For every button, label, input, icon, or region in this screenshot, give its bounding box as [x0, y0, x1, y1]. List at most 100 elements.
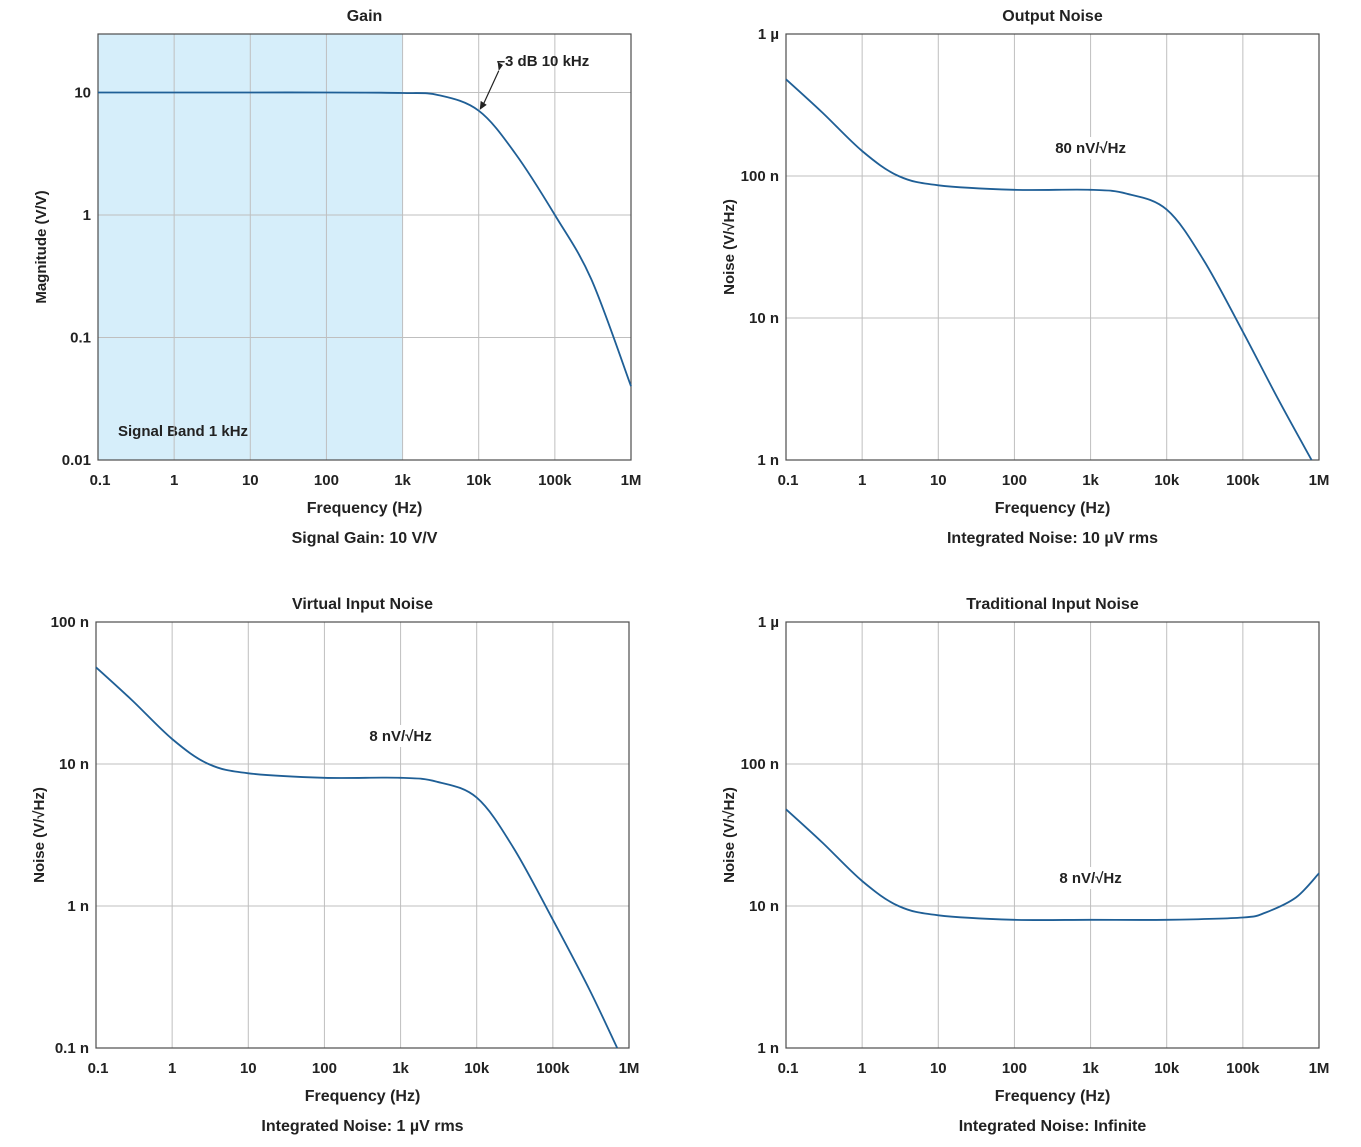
output-noise-x-tick-5: 10k: [1154, 472, 1180, 489]
virtual-input-noise-plot-frame: [95, 621, 630, 1049]
output-noise-caption: Integrated Noise: 10 µV rms: [947, 530, 1158, 547]
traditional-input-noise-x-tick-labels: 0.1 1 10 100 1k 10k 100k 1M: [778, 1060, 1330, 1077]
gain-x-tick-5: 10k: [466, 472, 492, 489]
output-noise-series-line: [785, 78, 1313, 461]
virtual-input-noise-series-line: [95, 666, 619, 1049]
output-noise-y-tick-0: 1 n: [757, 452, 779, 469]
traditional-input-noise-annotation-layer: 8 nV/√Hz: [1046, 866, 1135, 889]
output-noise-grid: [785, 33, 1320, 461]
output-noise-y-axis-label: Noise (V/√Hz): [721, 199, 738, 295]
traditional-input-noise-y-axis-label: Noise (V/√Hz): [721, 787, 738, 883]
gain-y-tick-labels: 0.01 0.1 1 10: [62, 84, 91, 469]
gain-y-tick-0: 0.01: [62, 452, 91, 469]
output-noise-x-tick-labels: 0.1 1 10 100 1k 10k 100k 1M: [778, 472, 1330, 489]
gain-x-tick-3: 100: [314, 472, 339, 489]
output-noise-x-tick-0: 0.1: [778, 472, 799, 489]
virtual-input-noise-grid: [95, 621, 630, 1049]
output-noise-x-tick-3: 100: [1002, 472, 1027, 489]
traditional-input-noise-y-tick-2: 100 n: [741, 756, 779, 773]
gain-x-tick-7: 1M: [621, 472, 642, 489]
traditional-input-noise-y-tick-labels: 1 n 10 n 100 n 1 µ: [741, 614, 779, 1057]
gain-x-tick-0: 0.1: [90, 472, 111, 489]
gain-chart-title: Gain: [347, 8, 383, 25]
virtual-input-noise-x-tick-labels: 0.1 1 10 100 1k 10k 100k 1M: [88, 1060, 640, 1077]
traditional-input-noise-x-tick-6: 100k: [1226, 1060, 1260, 1077]
gain-x-axis-label: Frequency (Hz): [307, 500, 423, 517]
virtual-input-noise-annotation-bg-0: [356, 724, 445, 747]
traditional-input-noise-caption: Integrated Noise: Infinite: [959, 1118, 1147, 1135]
virtual-input-noise-x-tick-0: 0.1: [88, 1060, 109, 1077]
output-noise-y-tick-labels: 1 n 10 n 100 n 1 µ: [741, 26, 779, 469]
traditional-input-noise-x-axis-label: Frequency (Hz): [995, 1088, 1111, 1105]
virtual-input-noise-y-tick-labels: 0.1 n 1 n 10 n 100 n: [51, 614, 89, 1057]
output-noise-curve-layer: [785, 78, 1313, 461]
virtual-input-noise-y-tick-1: 1 n: [67, 898, 89, 915]
virtual-input-noise-y-tick-0: 0.1 n: [55, 1040, 89, 1057]
virtual-input-noise-x-tick-3: 100: [312, 1060, 337, 1077]
output-noise-chart-title: Output Noise: [1002, 8, 1103, 25]
panel-gain: Signal Band 1 kHz –3 dB 10 kHz 0.1 1 10 100…: [33, 8, 641, 547]
traditional-input-noise-grid: [785, 621, 1320, 1049]
traditional-input-noise-y-tick-1: 10 n: [749, 898, 779, 915]
traditional-input-noise-annotation-bg-0: [1046, 866, 1135, 889]
virtual-input-noise-caption: Integrated Noise: 1 µV rms: [261, 1118, 463, 1135]
traditional-input-noise-plot-frame: [785, 621, 1320, 1049]
virtual-input-noise-x-tick-1: 1: [168, 1060, 176, 1077]
virtual-input-noise-x-tick-2: 10: [240, 1060, 257, 1077]
gain-x-tick-2: 10: [242, 472, 259, 489]
gain-y-tick-1: 0.1: [70, 329, 91, 346]
gain-curve-layer: [97, 91, 632, 387]
gain-series-line: [97, 91, 632, 387]
output-noise-y-tick-3: 1 µ: [758, 26, 779, 43]
panel-virtual-input-noise: 8 nV/√Hz 0.1 1 10 100 1k 10k 100k 1M 0.1 n 1 n 10…: [31, 596, 639, 1135]
gain-x-tick-labels: 0.1 1 10 100 1k 10k 100k 1M: [90, 472, 642, 489]
traditional-input-noise-chart-title: Traditional Input Noise: [966, 596, 1139, 613]
gain-x-tick-4: 1k: [394, 472, 411, 489]
output-noise-y-tick-2: 100 n: [741, 168, 779, 185]
virtual-input-noise-y-tick-2: 10 n: [59, 756, 89, 773]
gain-x-tick-1: 1: [170, 472, 178, 489]
output-noise-annotation-bg-0: [1042, 136, 1140, 159]
traditional-input-noise-y-tick-0: 1 n: [757, 1040, 779, 1057]
panel-traditional-input-noise: 8 nV/√Hz 0.1 1 10 100 1k 10k 100k 1M 1 n 10 n 100…: [721, 596, 1329, 1135]
output-noise-annotation-text-0: 80 nV/√Hz: [1055, 140, 1126, 157]
traditional-input-noise-x-tick-1: 1: [858, 1060, 866, 1077]
traditional-input-noise-x-tick-2: 10: [930, 1060, 947, 1077]
panel-output-noise: 80 nV/√Hz 0.1 1 10 100 1k 10k 100k 1M 1 n 10 n 10…: [721, 8, 1329, 547]
virtual-input-noise-x-axis-label: Frequency (Hz): [305, 1088, 421, 1105]
output-noise-x-tick-4: 1k: [1082, 472, 1099, 489]
gain-y-axis-label: Magnitude (V/V): [33, 190, 50, 303]
virtual-input-noise-x-tick-7: 1M: [619, 1060, 640, 1077]
output-noise-x-tick-6: 100k: [1226, 472, 1260, 489]
gain-annotation-arrow-0: [481, 70, 500, 109]
virtual-input-noise-curve-layer: [95, 666, 619, 1049]
output-noise-x-axis-label: Frequency (Hz): [995, 500, 1111, 517]
traditional-input-noise-y-tick-3: 1 µ: [758, 614, 779, 631]
traditional-input-noise-x-tick-0: 0.1: [778, 1060, 799, 1077]
output-noise-x-tick-2: 10: [930, 472, 947, 489]
traditional-input-noise-series-line: [785, 808, 1320, 922]
traditional-input-noise-x-tick-4: 1k: [1082, 1060, 1099, 1077]
output-noise-y-tick-1: 10 n: [749, 310, 779, 327]
traditional-input-noise-x-tick-7: 1M: [1309, 1060, 1330, 1077]
output-noise-plot-frame: [785, 33, 1320, 461]
virtual-input-noise-y-tick-3: 100 n: [51, 614, 89, 631]
gain-annotation-arrowhead-0: [479, 100, 487, 110]
traditional-input-noise-curve-layer: [785, 808, 1320, 922]
gain-y-tick-3: 10: [74, 84, 91, 101]
virtual-input-noise-y-axis-label: Noise (V/√Hz): [31, 787, 48, 883]
gain-x-tick-6: 100k: [538, 472, 572, 489]
output-noise-x-tick-1: 1: [858, 472, 866, 489]
virtual-input-noise-annotation-text-0: 8 nV/√Hz: [369, 728, 431, 745]
gain-signal-band-label: Signal Band 1 kHz: [118, 423, 248, 440]
traditional-input-noise-annotation-text-0: 8 nV/√Hz: [1059, 870, 1121, 887]
virtual-input-noise-x-tick-4: 1k: [392, 1060, 409, 1077]
virtual-input-noise-x-tick-6: 100k: [536, 1060, 570, 1077]
gain-annotation-text-0: –3 dB 10 kHz: [497, 53, 590, 70]
virtual-input-noise-x-tick-5: 10k: [464, 1060, 490, 1077]
gain-annotation-layer: –3 dB 10 kHz: [479, 53, 590, 110]
gain-y-tick-2: 1: [83, 207, 91, 224]
gain-plot-frame: [97, 33, 632, 461]
virtual-input-noise-annotation-layer: 8 nV/√Hz: [356, 724, 445, 747]
